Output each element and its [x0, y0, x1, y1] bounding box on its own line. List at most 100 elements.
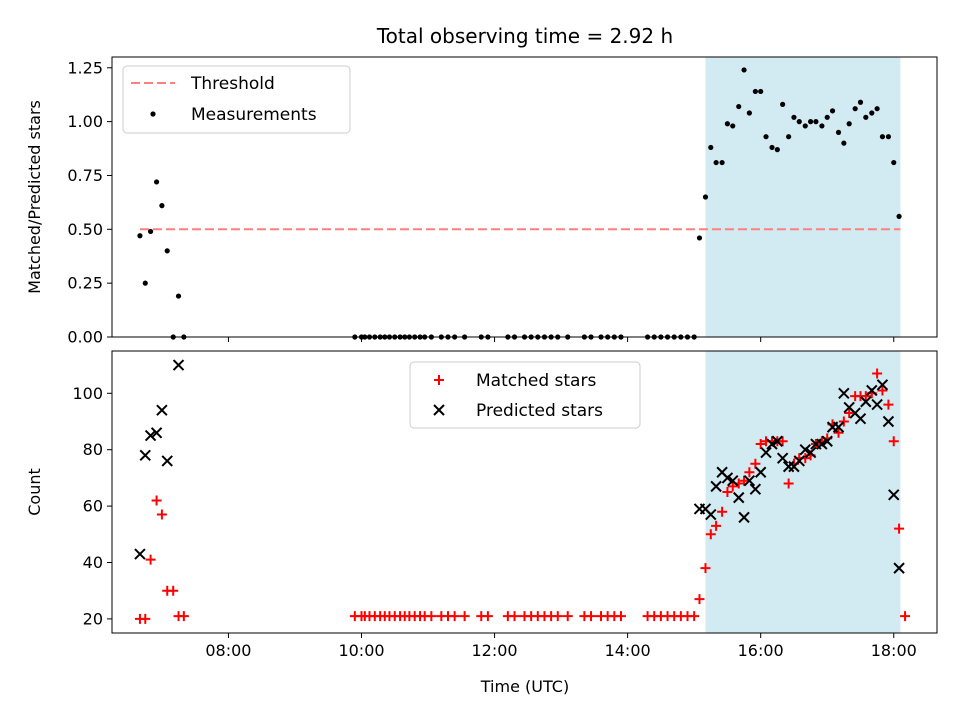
measurement-point	[835, 129, 842, 135]
y-tick-label: 60	[83, 497, 103, 516]
predicted-point	[766, 438, 778, 450]
matched-point	[689, 611, 700, 622]
measurement-point	[137, 233, 143, 239]
matched-point	[717, 506, 728, 517]
measurement-point	[857, 99, 864, 105]
predicted-point	[733, 491, 745, 504]
matched-point	[860, 391, 871, 402]
matched-point	[755, 439, 766, 450]
measurement-point	[752, 88, 758, 95]
y-tick-label: 20	[83, 609, 103, 628]
predicted-point	[760, 446, 772, 459]
matched-point	[877, 385, 888, 396]
measurement-point	[869, 110, 875, 116]
predicted-point	[156, 404, 168, 416]
matched-point	[482, 611, 493, 622]
matched-point	[838, 416, 849, 427]
predicted-point	[721, 472, 734, 484]
measurement-point	[741, 67, 747, 73]
y-tick-label: 0.25	[67, 274, 103, 293]
predicted-point	[134, 548, 146, 560]
matched-point	[900, 611, 911, 622]
y-tick-label: 80	[83, 440, 103, 459]
measurement-point	[719, 159, 725, 166]
predicted-point	[854, 412, 867, 425]
x-tick-label: 14:00	[605, 641, 651, 660]
predicted-point	[882, 415, 895, 428]
matched-point	[750, 458, 761, 469]
legend-predicted-label: Predicted stars	[476, 401, 603, 421]
count-panel: 08:00 10:00 12:00 14:00 16:00 18:00 20 40 60 80 10…	[25, 350, 938, 660]
legend: Threshold Measurements	[122, 65, 351, 134]
measurement-point	[819, 123, 825, 129]
predicted-point	[776, 452, 789, 464]
measurement-point	[702, 194, 709, 200]
matched-point	[615, 611, 626, 622]
legend-predicted-swatch	[433, 404, 445, 416]
predicted-point	[743, 475, 756, 487]
y-tick-label: 40	[83, 553, 103, 572]
predicted-point	[821, 435, 833, 447]
measurement-point	[746, 110, 752, 116]
measurement-point	[730, 123, 736, 129]
measurement-point	[791, 114, 797, 120]
measurement-point	[774, 147, 780, 153]
matched-point	[449, 611, 460, 622]
x-tick-label: 12:00	[472, 641, 518, 660]
predicted-point	[832, 421, 845, 433]
x-tick-label: 10:00	[338, 641, 384, 660]
measurement-point	[736, 103, 742, 110]
measurement-point	[891, 159, 897, 166]
x-tick-label: 08:00	[205, 641, 251, 660]
measurement-point	[159, 203, 165, 209]
y-tick-label: 100	[72, 384, 103, 403]
measurement-point	[841, 140, 847, 146]
figure-title: Total observing time = 2.92 h	[376, 24, 673, 48]
matched-point	[783, 478, 794, 489]
matched-point	[426, 611, 437, 622]
legend-matched-label: Matched stars	[476, 371, 596, 391]
legend: Matched stars Predicted stars	[409, 361, 641, 429]
matched-point	[722, 487, 733, 497]
matched-point	[140, 613, 151, 624]
predicted-point	[866, 384, 878, 397]
matched-point	[744, 467, 755, 478]
predicted-point	[893, 562, 905, 574]
legend-measurements-swatch	[150, 111, 156, 117]
y-tick-label: 0.00	[67, 328, 103, 347]
y-tick-label: 1.00	[67, 112, 103, 131]
matched-point	[705, 529, 716, 540]
matched-point	[777, 436, 788, 447]
legend-measurements-label: Measurements	[191, 105, 317, 125]
predicted-point	[888, 489, 900, 501]
predicted-point	[754, 466, 767, 478]
y-axis-label: Count	[25, 468, 44, 516]
matched-point	[872, 368, 883, 379]
predicted-point	[705, 508, 717, 521]
x-tick-label: 18:00	[871, 641, 917, 660]
predicted-point	[161, 455, 173, 467]
predicted-point	[871, 398, 883, 411]
measurement-point	[829, 108, 836, 114]
matched-point	[711, 520, 722, 531]
legend-box	[409, 361, 641, 429]
predicted-point	[804, 446, 817, 459]
y-axis-label: Matched/Predicted stars	[25, 100, 44, 294]
measurement-point	[796, 119, 802, 125]
predicted-point	[749, 483, 762, 495]
matched-point	[888, 436, 899, 447]
measurement-point	[863, 114, 869, 120]
predicted-point	[799, 443, 811, 456]
matched-point	[168, 585, 179, 596]
measurement-point	[807, 119, 814, 125]
predicted-point	[738, 511, 750, 524]
predicted-point	[139, 449, 151, 462]
legend-threshold-label: Threshold	[190, 74, 275, 94]
measurement-point	[824, 114, 830, 120]
x-axis-label: Time (UTC)	[480, 677, 569, 696]
matched-point	[459, 611, 470, 622]
highlight-band	[705, 351, 901, 633]
matched-point	[694, 594, 705, 605]
highlight-band	[705, 57, 901, 337]
